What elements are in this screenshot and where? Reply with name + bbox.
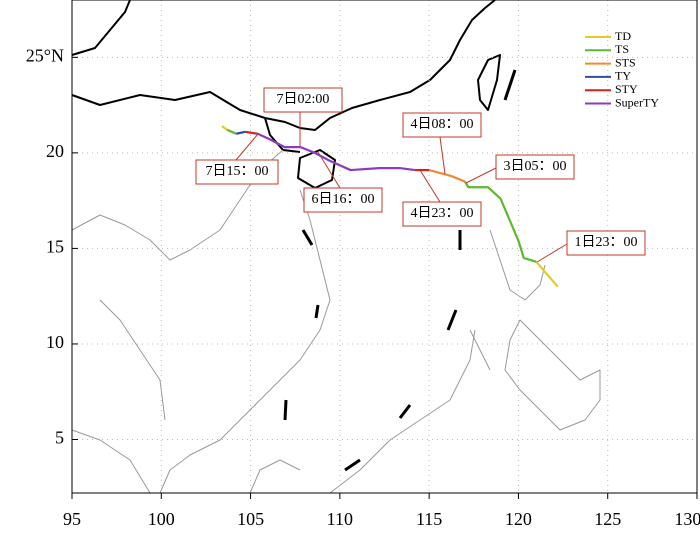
legend-label: TD xyxy=(615,29,631,43)
indochina xyxy=(71,149,331,494)
annotation: 1日23：00 xyxy=(575,235,638,250)
china-inland xyxy=(71,0,131,56)
leader xyxy=(465,167,497,184)
x-tick-label: 100 xyxy=(148,509,175,529)
x-tick-label: 125 xyxy=(594,509,621,529)
track-segment xyxy=(236,130,246,135)
track-segment xyxy=(221,125,228,131)
y-tick-label: 20 xyxy=(46,141,64,161)
leader xyxy=(419,169,441,203)
leader xyxy=(235,133,259,161)
legend-label: STS xyxy=(615,55,636,69)
y-tick-label: 15 xyxy=(46,237,64,257)
y-tick-label: 25°N xyxy=(26,45,64,65)
annotations xyxy=(195,87,646,263)
borneo xyxy=(329,329,476,494)
x-tick-label: 95 xyxy=(63,509,81,529)
annotation: 7日15：00 xyxy=(206,164,269,179)
legend-label: SuperTY xyxy=(615,95,659,109)
legend-label: TY xyxy=(615,69,631,83)
annotation: 4日23：00 xyxy=(411,206,474,221)
china-coast xyxy=(71,0,496,131)
track-segment xyxy=(535,261,559,288)
track-segment xyxy=(428,169,466,183)
annotation: 7日02:00 xyxy=(277,92,330,107)
axes: 95 100 105 110 115 120 125 130°E 5 10 15 20 25°N xyxy=(26,45,700,529)
track-segment xyxy=(226,128,237,135)
annotation-box xyxy=(195,159,279,185)
taiwan xyxy=(477,54,501,111)
x-tick-label: 115 xyxy=(416,509,442,529)
track-segment xyxy=(463,180,537,263)
x-tick-label: 105 xyxy=(237,509,264,529)
annotation-labels: 1日23：00 3日05：00 4日08：00 4日23：00 6日16：00 … xyxy=(206,92,638,250)
annotation-box xyxy=(402,201,482,227)
hainan xyxy=(297,149,336,189)
annotation-box xyxy=(303,187,383,213)
annotation: 4日08：00 xyxy=(411,117,474,132)
leader xyxy=(317,151,341,189)
annotation: 3日05：00 xyxy=(504,159,567,174)
legend-label: TS xyxy=(615,42,629,56)
y-tick-label: 5 xyxy=(55,428,64,448)
x-tick-label: 110 xyxy=(327,509,353,529)
x-tick-label: 120 xyxy=(505,509,532,529)
annotation-box xyxy=(402,112,482,138)
track-segment xyxy=(245,130,258,135)
track xyxy=(221,125,559,288)
annotation-box xyxy=(495,154,575,180)
leader xyxy=(439,136,446,175)
annotation-box xyxy=(566,230,646,256)
x-tick-label: 130°E xyxy=(674,509,700,529)
track-segment xyxy=(257,132,416,172)
frame xyxy=(71,0,698,494)
philippines xyxy=(469,229,601,431)
annotation-box xyxy=(263,87,343,113)
leader xyxy=(536,243,568,263)
legend-label: STY xyxy=(615,82,638,96)
annotation: 6日16：00 xyxy=(312,192,375,207)
y-tick-label: 10 xyxy=(46,332,64,352)
